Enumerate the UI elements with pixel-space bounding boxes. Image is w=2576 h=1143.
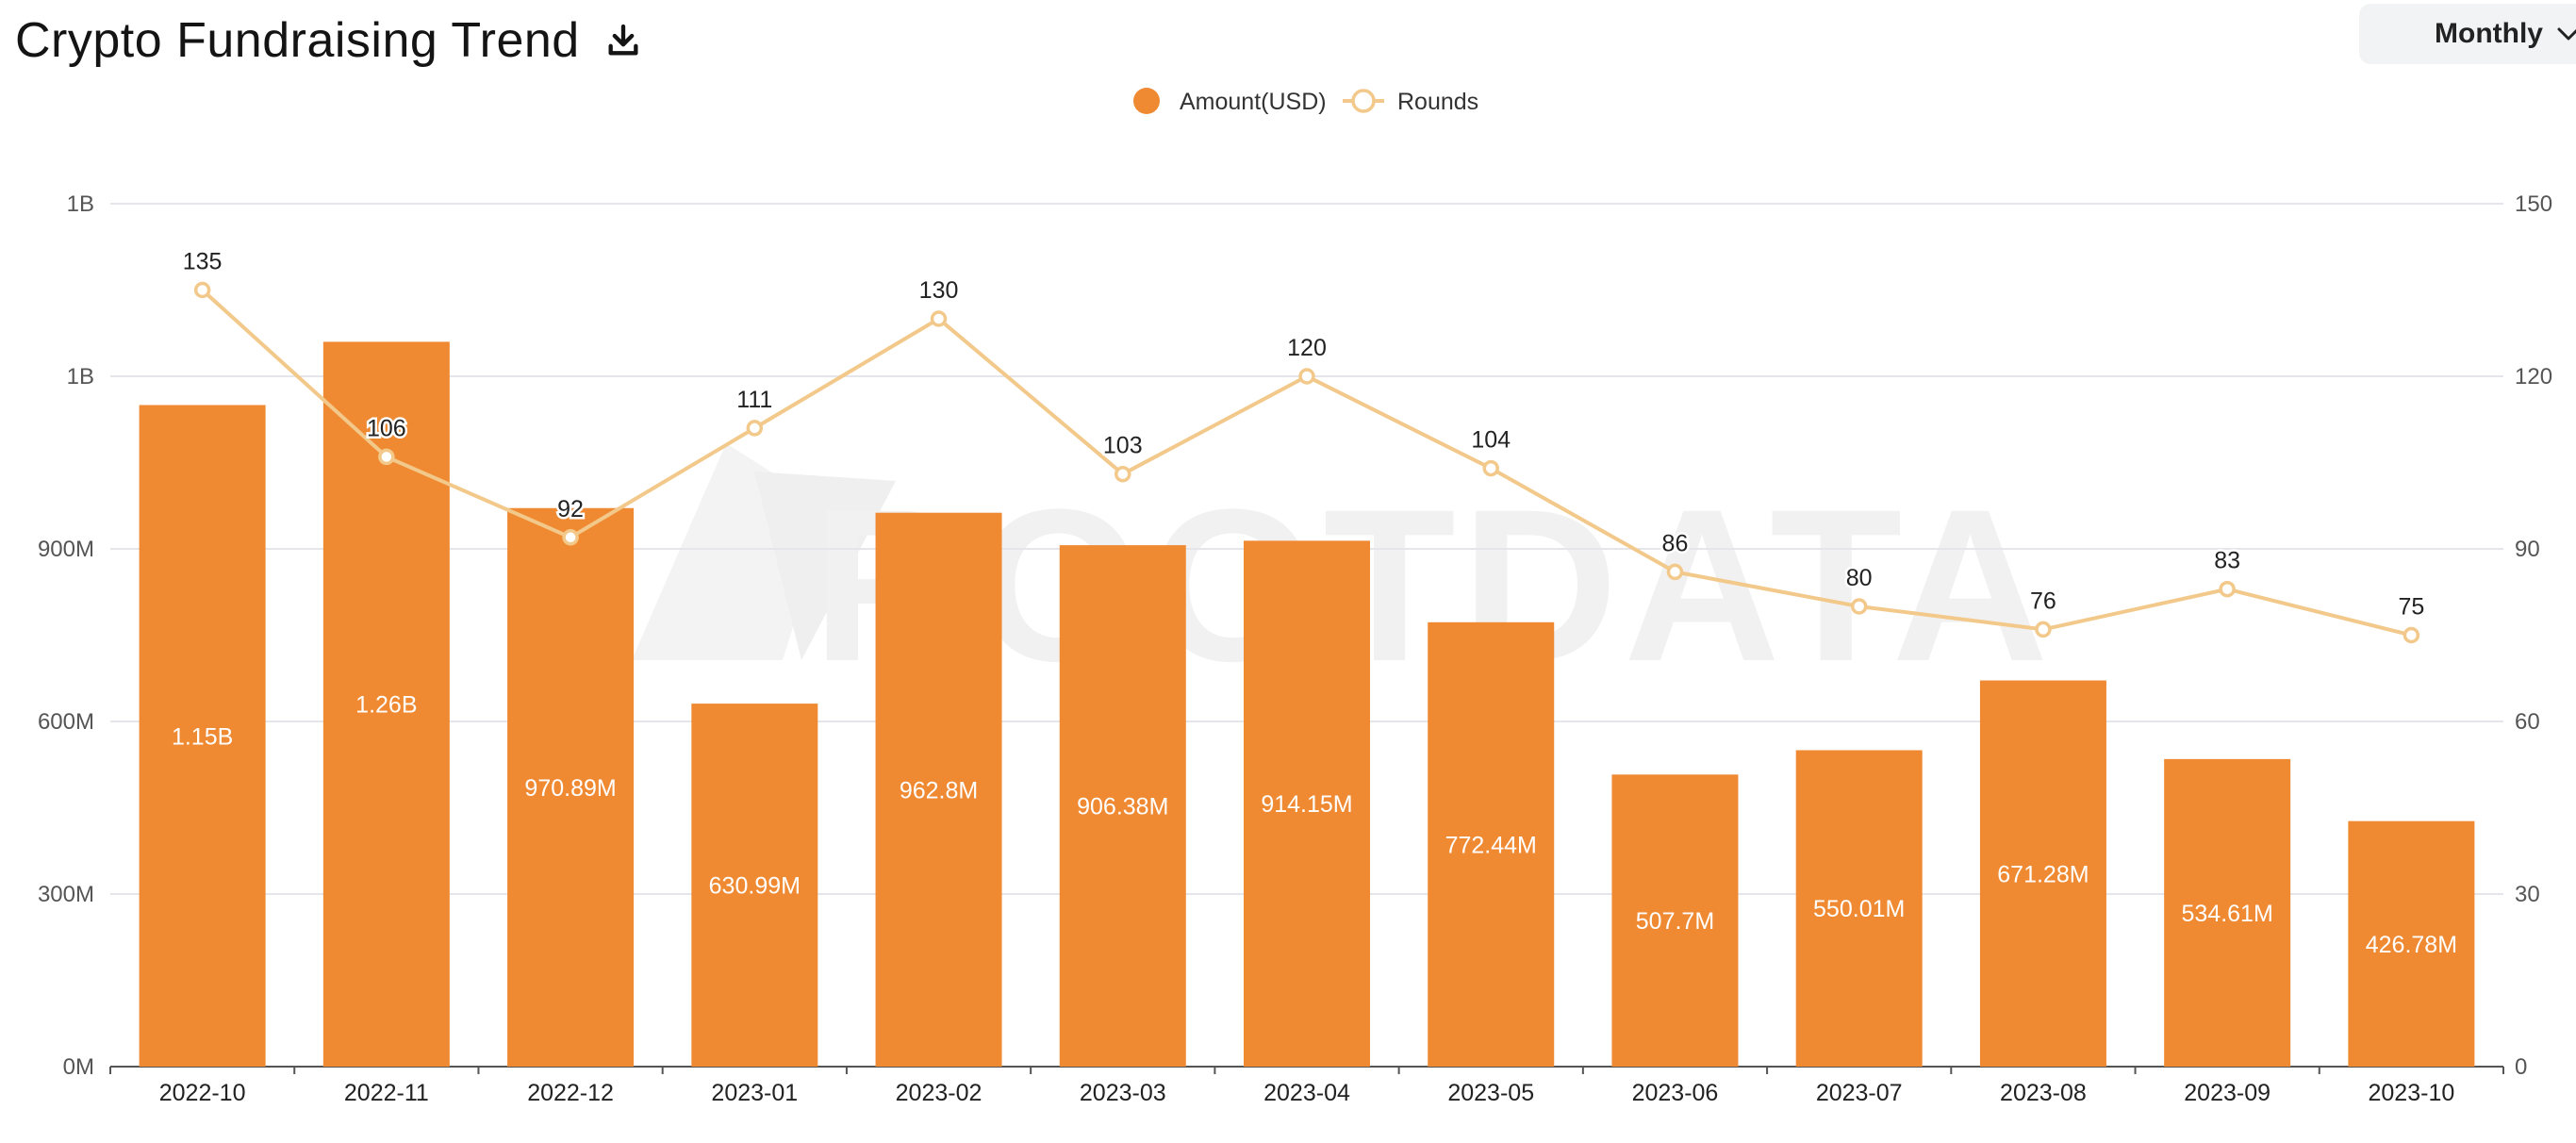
bar bbox=[1795, 750, 1923, 1067]
bar-label: 914.15M bbox=[1261, 791, 1352, 818]
download-icon bbox=[608, 24, 638, 56]
line-point-label: 83 bbox=[2214, 548, 2240, 574]
bar-label: 507.7M bbox=[1636, 908, 1714, 935]
bar-label: 630.99M bbox=[709, 873, 801, 900]
bar-label: 970.89M bbox=[524, 775, 616, 802]
x-axis-tick: 2023-08 bbox=[2000, 1080, 2087, 1106]
line-point bbox=[746, 420, 764, 437]
y-axis-left-tick: 600M bbox=[38, 709, 94, 735]
line-point bbox=[2219, 580, 2236, 598]
bar-label: 1.15B bbox=[172, 723, 233, 750]
bar bbox=[1428, 621, 1555, 1067]
legend-label-amount: Amount(USD) bbox=[1180, 89, 1327, 115]
y-axis-right-tick: 30 bbox=[2515, 882, 2540, 907]
line-point bbox=[2035, 621, 2052, 638]
line-point bbox=[1666, 563, 1684, 581]
legend-marker-rounds bbox=[1351, 89, 1376, 113]
line-point-label: 80 bbox=[1846, 565, 1873, 591]
line-point-label: 75 bbox=[2398, 594, 2424, 621]
line-point bbox=[1298, 368, 1315, 385]
line-point bbox=[1850, 598, 1868, 615]
bar bbox=[1244, 540, 1370, 1067]
x-axis-tick: 2023-02 bbox=[896, 1080, 983, 1106]
bar-label: 426.78M bbox=[2366, 932, 2457, 958]
bar bbox=[2348, 820, 2475, 1067]
line-point bbox=[378, 448, 395, 466]
line-point-label: 86 bbox=[1662, 530, 1689, 556]
x-axis-tick: 2023-09 bbox=[2184, 1080, 2271, 1106]
line-point-label: 92 bbox=[557, 496, 584, 522]
page-title: Crypto Fundraising Trend bbox=[15, 13, 580, 68]
y-axis-right-tick: 0 bbox=[2515, 1054, 2527, 1080]
download-button[interactable] bbox=[603, 20, 644, 61]
line-point-label: 130 bbox=[919, 277, 959, 304]
line-point-label: 111 bbox=[736, 387, 772, 413]
x-axis-tick: 2023-06 bbox=[1632, 1080, 1719, 1106]
line-point-label: 104 bbox=[1471, 427, 1511, 454]
legend-label-rounds: Rounds bbox=[1397, 89, 1478, 115]
line-point-label: 103 bbox=[1103, 433, 1143, 459]
x-axis-tick: 2023-04 bbox=[1263, 1080, 1350, 1106]
line-point bbox=[1115, 465, 1131, 483]
line-point-label: 106 bbox=[367, 415, 406, 441]
x-axis-tick: 2023-05 bbox=[1447, 1080, 1534, 1106]
line-point-label: 76 bbox=[2030, 588, 2056, 614]
legend-marker-amount bbox=[1133, 88, 1160, 114]
chart-legend: Amount(USD) Rounds bbox=[1133, 88, 1478, 115]
y-axis-left-tick: 1B bbox=[67, 364, 94, 389]
chart-header: Crypto Fundraising Trend bbox=[15, 8, 644, 74]
period-select[interactable]: Monthly bbox=[2359, 4, 2576, 64]
bar-label: 550.01M bbox=[1813, 896, 1905, 922]
bar bbox=[1059, 545, 1186, 1067]
bar bbox=[507, 507, 635, 1067]
line-point bbox=[193, 281, 211, 299]
y-axis-left-tick: 900M bbox=[38, 537, 94, 562]
y-axis-left-tick: 1B bbox=[67, 191, 94, 217]
bar bbox=[1611, 774, 1739, 1067]
period-select-label: Monthly bbox=[2435, 18, 2543, 49]
bar-label: 671.28M bbox=[1997, 861, 2089, 887]
line-point bbox=[562, 529, 579, 546]
y-axis-right-tick: 90 bbox=[2515, 537, 2540, 562]
x-axis-tick: 2023-01 bbox=[711, 1080, 798, 1106]
y-axis-left-tick: 300M bbox=[38, 882, 94, 907]
chevron-down-icon bbox=[2557, 27, 2576, 41]
bar bbox=[691, 704, 818, 1067]
line-point-label: 120 bbox=[1287, 335, 1327, 361]
bar-label: 962.8M bbox=[900, 777, 978, 803]
x-axis-tick: 2023-03 bbox=[1080, 1080, 1166, 1106]
y-axis-right-tick: 150 bbox=[2515, 191, 2552, 217]
bar bbox=[139, 405, 266, 1067]
bar-label: 1.26B bbox=[355, 692, 417, 719]
x-axis-tick: 2022-10 bbox=[159, 1080, 246, 1106]
y-axis-right-tick: 60 bbox=[2515, 709, 2540, 735]
y-axis-right-tick: 120 bbox=[2515, 364, 2552, 389]
bar-label: 906.38M bbox=[1077, 794, 1168, 820]
x-axis-tick: 2023-07 bbox=[1816, 1080, 1903, 1106]
watermark-logo-icon bbox=[754, 472, 896, 660]
x-axis-tick: 2022-12 bbox=[527, 1080, 614, 1106]
y-axis-left-tick: 0M bbox=[63, 1054, 94, 1080]
line-point bbox=[930, 310, 948, 327]
x-axis-tick: 2022-11 bbox=[344, 1080, 429, 1106]
line-point-label: 135 bbox=[183, 249, 223, 275]
bar-label: 534.61M bbox=[2182, 901, 2273, 927]
line-point bbox=[1482, 459, 1499, 477]
bar bbox=[1979, 680, 2106, 1067]
line-point bbox=[2403, 626, 2420, 644]
bar-label: 772.44M bbox=[1445, 832, 1537, 858]
bar bbox=[2164, 758, 2291, 1067]
bar bbox=[875, 512, 1002, 1067]
x-axis-tick: 2023-10 bbox=[2369, 1080, 2455, 1106]
